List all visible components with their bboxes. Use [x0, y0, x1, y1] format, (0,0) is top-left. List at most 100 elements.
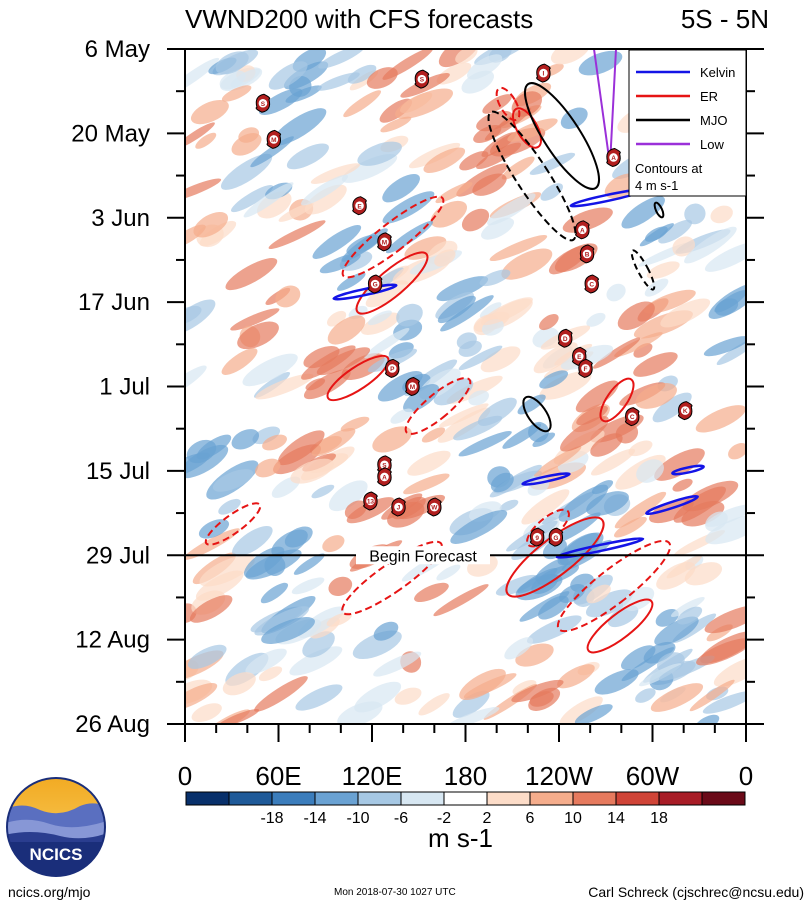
- field-blob: [670, 596, 705, 618]
- field-blob: [231, 184, 274, 213]
- storm-marker: P: [384, 358, 400, 378]
- legend-label: MJO: [700, 113, 727, 128]
- colorbar-swatch: [314, 791, 359, 806]
- colorbar-label: -6: [394, 810, 408, 827]
- colorbar-label: 14: [607, 810, 625, 827]
- storm-letter: C: [630, 414, 635, 421]
- field-blob: [480, 346, 521, 373]
- field-blob: [311, 428, 356, 457]
- field-blob: [682, 480, 739, 512]
- field-blob: [481, 217, 515, 240]
- colorbar-label: 2: [483, 810, 492, 827]
- field-blob: [633, 343, 653, 358]
- field-blob: [318, 49, 365, 69]
- field-blob: [458, 345, 503, 371]
- storm-marker: J: [391, 497, 406, 517]
- storm-marker: M: [377, 232, 392, 252]
- storm-marker: 13: [363, 491, 378, 511]
- y-tick-label: 6 May: [85, 36, 150, 63]
- field-blob: [511, 679, 564, 703]
- field-blob: [354, 681, 402, 713]
- field-blob: [382, 173, 420, 203]
- field-blob: [366, 67, 398, 89]
- field-blob: [528, 687, 561, 712]
- field-blob: [232, 525, 273, 557]
- field-blob: [414, 582, 449, 602]
- colorbar-label: 6: [526, 810, 535, 827]
- field-blob: [684, 203, 706, 225]
- axis-ticks: [167, 48, 764, 742]
- legend-label: Kelvin: [700, 65, 735, 80]
- field-blob: [539, 314, 559, 331]
- field-blob: [372, 426, 412, 453]
- field-blob: [620, 645, 656, 670]
- storm-letter: 9: [535, 535, 539, 542]
- er-contour: [404, 377, 472, 435]
- field-blob: [185, 57, 220, 96]
- field-blob: [254, 676, 308, 712]
- storm-marker: I: [536, 63, 551, 83]
- field-blob: [593, 337, 641, 369]
- storm-marker: F: [578, 358, 593, 378]
- legend-label: ER: [700, 89, 718, 104]
- y-tick-label: 1 Jul: [99, 374, 150, 401]
- field-blob: [617, 301, 655, 331]
- x-tick-label: 0: [739, 761, 753, 791]
- storm-letter: G: [373, 282, 378, 289]
- colorbar-swatch: [357, 791, 402, 806]
- colorbar-label: 18: [650, 810, 668, 827]
- field-blob: [714, 290, 746, 313]
- field-blob: [433, 584, 489, 617]
- field-blob: [310, 163, 361, 184]
- field-blob: [660, 298, 711, 328]
- field-blob: [468, 390, 490, 406]
- field-blob: [293, 553, 325, 575]
- field-blob: [340, 416, 370, 432]
- forecast-marker: Begin Forecast: [185, 546, 746, 565]
- field-blob: [396, 303, 423, 327]
- field-blob: [590, 448, 635, 476]
- storm-marker: W: [427, 497, 442, 517]
- field-blob: [390, 408, 413, 424]
- field-blob: [221, 348, 258, 376]
- storm-letter: M: [382, 239, 387, 246]
- field-blob: [268, 220, 326, 250]
- colorbar-swatch: [658, 791, 703, 806]
- field-blob: [430, 200, 468, 228]
- field-blob: [343, 90, 382, 118]
- field-blob: [558, 484, 609, 522]
- storm-marker: 9: [529, 527, 545, 547]
- legend: Kelvin ER MJO Low Contours at 4 m s-1: [628, 49, 747, 197]
- field-blob: [373, 621, 399, 641]
- field-blob: [487, 193, 536, 226]
- field-blob: [260, 582, 289, 604]
- field-blob: [316, 347, 371, 376]
- colorbar-swatch: [228, 791, 273, 806]
- field-blob: [716, 337, 746, 366]
- field-blob: [490, 472, 514, 493]
- colorbar-swatch: [572, 791, 617, 806]
- field-blob: [481, 132, 517, 158]
- field-blob: [533, 446, 582, 477]
- colorbar: -18 -14 -10 -6 -2 2 6 10 14 18: [185, 791, 746, 827]
- field-blob: [407, 450, 451, 476]
- colorbar-label: -14: [303, 810, 326, 827]
- footer-url[interactable]: ncics.org/mjo: [8, 884, 91, 900]
- x-axis-labels: 0 60E 120E 180 120W 60W 0: [178, 761, 753, 791]
- field-blob: [540, 183, 563, 201]
- field-blob: [643, 289, 696, 314]
- field-blob: [532, 432, 556, 448]
- field-blob: [277, 430, 325, 466]
- storm-letter: E: [577, 354, 582, 361]
- field-blob: [452, 690, 490, 718]
- field-blob: [684, 226, 737, 264]
- field-blob: [476, 142, 522, 170]
- mjo-contour: [524, 82, 600, 190]
- storm-marker: D: [557, 328, 573, 348]
- field-blob: [436, 276, 489, 302]
- field-blob: [243, 182, 294, 218]
- kelvin-contour: [332, 283, 398, 301]
- field-blob: [289, 646, 343, 676]
- storm-letter: J: [397, 505, 401, 512]
- field-blob: [705, 504, 746, 527]
